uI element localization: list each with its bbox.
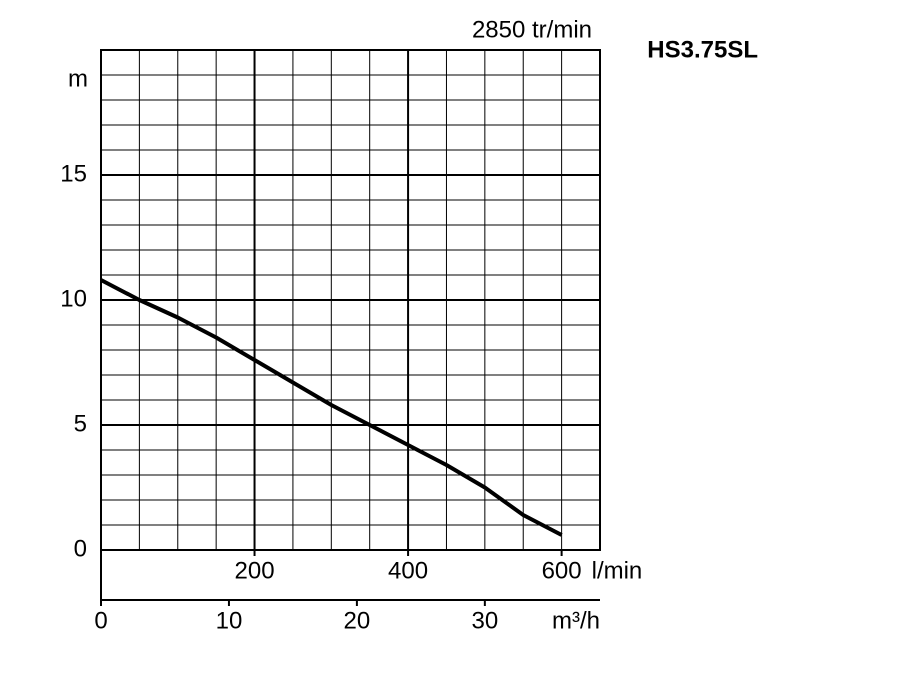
x2-tick-label: 30 <box>471 607 498 634</box>
x-tick-label: 600 <box>542 557 582 584</box>
x2-tick-label: 10 <box>216 607 243 634</box>
curve <box>100 278 563 537</box>
chart-title: HS3.75SL <box>647 36 758 63</box>
y-tick-label: 15 <box>60 160 87 187</box>
y-tick-label: 10 <box>60 285 87 312</box>
x2-tick-label: 0 <box>94 607 107 634</box>
y-tick-label: 5 <box>74 410 87 437</box>
x-tick-label: 200 <box>235 557 275 584</box>
y-tick-label: 0 <box>74 535 87 562</box>
chart-subtitle: 2850 tr/min <box>472 16 592 43</box>
x2-axis-label: m³/h <box>552 607 600 634</box>
y-axis-label: m <box>68 65 88 92</box>
x-unit-label: l/min <box>592 557 643 584</box>
x-tick-label: 400 <box>388 557 428 584</box>
x2-tick-label: 20 <box>344 607 371 634</box>
